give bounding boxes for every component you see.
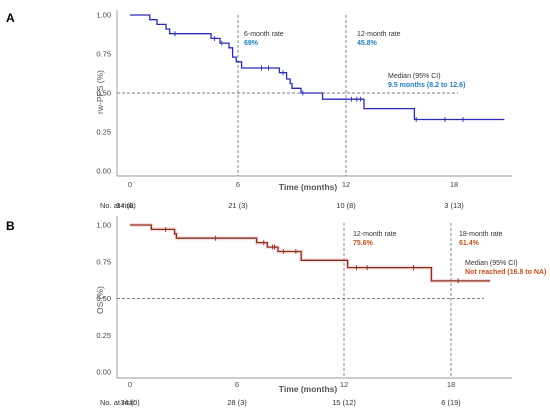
panel-b-annotation-median-title: Median (95% CI) <box>465 260 518 267</box>
panel-a-x-tick-label: 18 <box>450 180 458 189</box>
panel-a-annotation-6-month-value: 69% <box>244 40 259 47</box>
panel-a-censor-marks <box>174 31 464 123</box>
panel-a-risk-count: 21 (3) <box>228 201 248 210</box>
panel-b-label: B <box>6 219 15 233</box>
panel-a-x-tick-label: 6 <box>236 180 240 189</box>
panel-a-annotation-12-month-title: 12-month rate <box>357 31 401 38</box>
panel-b-x-tick-label: 12 <box>340 380 348 389</box>
panel-b-survival-curve <box>130 224 491 282</box>
panel-a-y-axis-title: rw-PFS (%) <box>95 70 105 114</box>
panel-b-annotation-18-month-title: 18-month rate <box>459 231 503 238</box>
panel-b-x-axis-title: Time (months) <box>279 384 338 394</box>
panel-a-x-tick-label: 12 <box>342 180 350 189</box>
panel-a-y-tick-label: 0.00 <box>96 167 111 176</box>
panel-b-y-tick-label: 0.50 <box>96 294 111 303</box>
panel-b-y-tick-label: 0.00 <box>96 368 111 377</box>
panel-b-y-tick-label: 1.00 <box>96 221 111 230</box>
panel-a-annotation-12-month-value: 45.8% <box>357 40 378 47</box>
panel-b: B OS (%) 0.00 0.25 0.50 0.75 1.00 0 6 12… <box>6 216 546 407</box>
panel-b-risk-count: 28 (3) <box>227 398 247 407</box>
panel-b-curve-shadow <box>130 223 491 283</box>
panel-b-y-axis-title: OS (%) <box>95 286 105 314</box>
panel-b-annotation-median-value: Not reached (16.8 to NA) <box>465 269 546 276</box>
panel-a-risk-table-label: No. at risk: <box>100 201 136 210</box>
panel-a-risk-count: 34 (0) <box>116 201 136 210</box>
panel-b-y-tick-label: 0.25 <box>96 331 111 340</box>
panel-a-annotation-median-value: 9.5 months (8.2 to 12.6) <box>388 82 465 89</box>
panel-b-risk-count: 15 (12) <box>332 398 356 407</box>
panel-b-annotation-12-month-value: 75.6% <box>353 240 374 247</box>
panel-a-x-tick-label: 0 <box>128 180 132 189</box>
panel-b-annotation-12-month-title: 12-month rate <box>353 231 397 238</box>
panel-a-y-tick-label: 0.50 <box>96 89 111 98</box>
panel-a: A rw-PFS (%) 0.00 0.25 0.50 0.75 1.00 0 … <box>6 10 512 210</box>
panel-a-risk-count: 10 (8) <box>336 201 356 210</box>
panel-a-y-tick-label: 0.25 <box>96 128 111 137</box>
panel-a-survival-curve <box>130 14 505 121</box>
panel-b-x-tick-label: 6 <box>235 380 239 389</box>
panel-b-x-tick-label: 18 <box>447 380 455 389</box>
panel-a-annotation-median-title: Median (95% CI) <box>388 73 441 80</box>
panel-b-annotation-18-month-value: 61.4% <box>459 240 480 247</box>
panel-a-y-tick-label: 1.00 <box>96 11 111 20</box>
panel-a-label: A <box>6 11 15 25</box>
panel-b-censor-marks <box>165 226 459 284</box>
panel-a-annotation-6-month-title: 6-month rate <box>244 31 284 38</box>
panel-a-risk-count: 3 (13) <box>444 201 464 210</box>
panel-b-x-tick-label: 0 <box>128 380 132 389</box>
panel-a-x-axis-title: Time (months) <box>279 182 338 192</box>
panel-b-risk-count: 34 (0) <box>120 398 140 407</box>
panel-b-y-tick-label: 0.75 <box>96 257 111 266</box>
panel-a-y-tick-label: 0.75 <box>96 50 111 59</box>
panel-b-risk-table-label: No. at risk: <box>100 398 136 407</box>
panel-b-risk-count: 6 (19) <box>441 398 461 407</box>
